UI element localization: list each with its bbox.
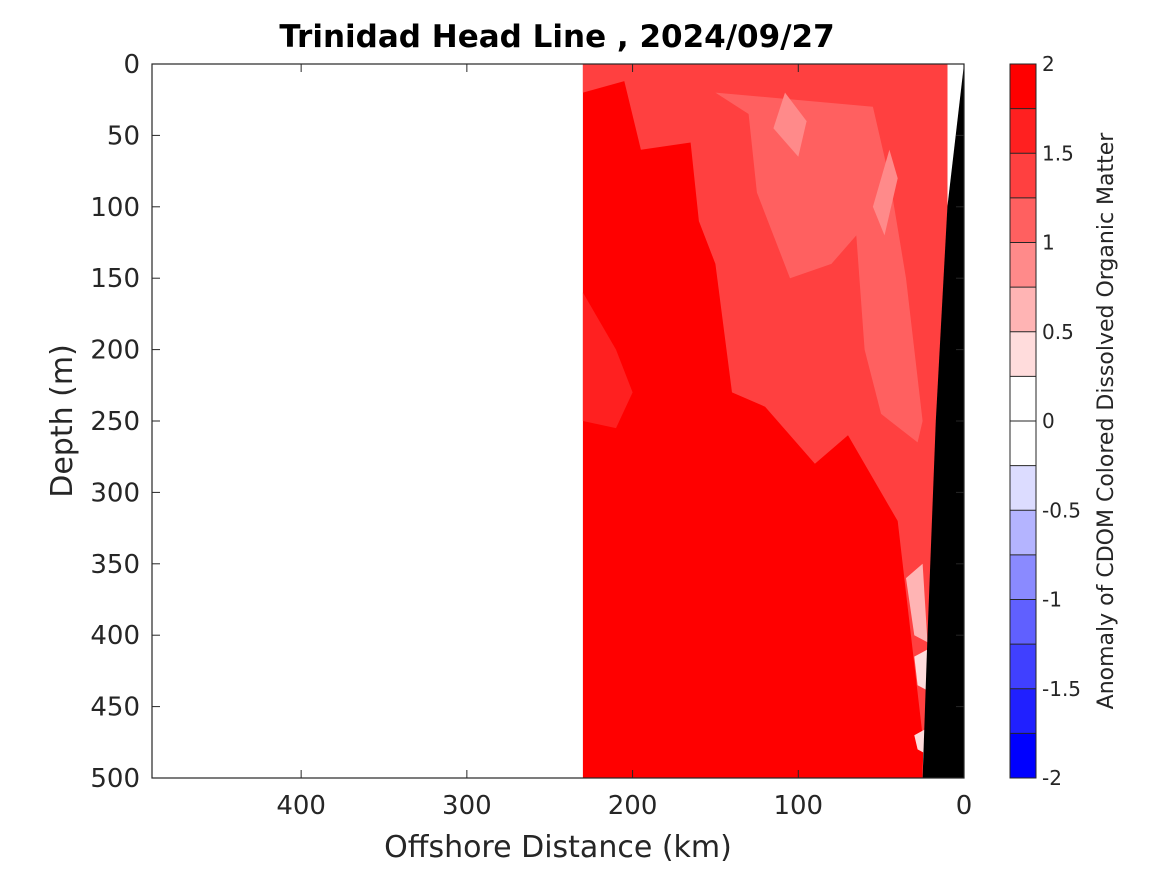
y-tick-label: 450 <box>90 693 140 723</box>
colorbar-swatch-7 <box>1010 376 1036 421</box>
y-tick-label: 0 <box>123 50 140 80</box>
colorbar-swatch-12 <box>1010 599 1036 645</box>
colorbar-swatch-4 <box>1010 242 1036 288</box>
y-tick-label: 500 <box>90 764 140 794</box>
colorbar-swatch-11 <box>1010 554 1036 600</box>
y-tick-label: 250 <box>90 407 140 437</box>
contour-region-6 <box>906 563 928 643</box>
colorbar-swatch-2 <box>1010 153 1036 198</box>
x-tick-label: 300 <box>442 791 492 821</box>
contour-region-1 <box>582 64 948 778</box>
y-tick-label: 50 <box>107 121 140 151</box>
colorbar-frame <box>1009 63 1037 779</box>
x-tick-label: 0 <box>956 791 973 821</box>
colorbar-swatch-6 <box>1010 331 1036 377</box>
y-tick-label: 300 <box>90 478 140 508</box>
axes: 400 300 200 100 0 0 50 100 150 200 250 300 350 400 450… <box>90 50 972 821</box>
colorbar-swatch-9 <box>1010 465 1036 511</box>
y-axis-label: Depth (m) <box>45 344 80 498</box>
colorbar-swatch-13 <box>1010 644 1036 689</box>
colorbar-swatch-10 <box>1010 510 1036 555</box>
colorbar-swatch-5 <box>1010 287 1036 332</box>
colorbar-label: Anomaly of CDOM Colored Dissolved Organi… <box>1094 132 1119 710</box>
colorbar-tick-label: 0.5 <box>1042 320 1074 344</box>
colorbar-swatch-8 <box>1010 421 1036 466</box>
colorbar-tick-label: 2 <box>1042 52 1055 76</box>
colorbar-swatch-3 <box>1010 197 1036 243</box>
colorbar-swatch-1 <box>1010 108 1036 154</box>
chart-title: Trinidad Head Line , 2024/09/27 <box>279 19 834 55</box>
y-tick-label: 200 <box>90 336 140 366</box>
contour-region-5 <box>582 292 633 429</box>
colorbar-tick-label: -1 <box>1042 588 1062 612</box>
plot-area <box>152 64 964 778</box>
colorbar-tick-label: 1 <box>1042 231 1055 255</box>
colorbar-tick-label: 1.5 <box>1042 141 1074 165</box>
colorbar-tick-label: -0.5 <box>1042 498 1081 522</box>
y-tick-label: 350 <box>90 550 140 580</box>
contour-region-3 <box>773 92 807 157</box>
seafloor-bathymetry <box>922 64 964 778</box>
colorbar-tick-label: -1.5 <box>1042 677 1081 701</box>
colorbar-swatch-0 <box>1010 64 1036 109</box>
x-tick-label: 400 <box>276 791 326 821</box>
y-tick-label: 150 <box>90 264 140 294</box>
colorbar-swatch-15 <box>1010 733 1036 778</box>
x-tick-label: 200 <box>608 791 658 821</box>
y-tick-label: 100 <box>90 193 140 223</box>
colorbar-swatch-14 <box>1010 688 1036 734</box>
colorbar: 2 1.5 1 0.5 0 -0.5 -1 -1.5 -2 <box>1009 52 1081 790</box>
contour-region-4 <box>872 149 898 236</box>
x-axis-label: Offshore Distance (km) <box>384 830 732 865</box>
y-tick-label: 400 <box>90 621 140 651</box>
x-tick-label: 100 <box>773 791 823 821</box>
contour-region-2 <box>715 92 923 443</box>
colorbar-tick-label: -2 <box>1042 766 1062 790</box>
colorbar-tick-label: 0 <box>1042 409 1055 433</box>
